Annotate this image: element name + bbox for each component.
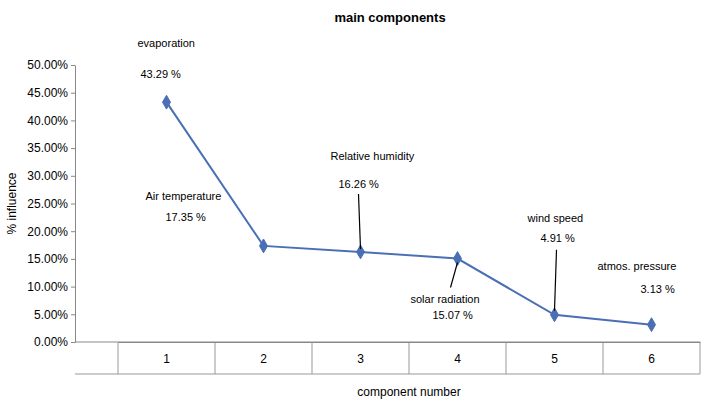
category-separator (506, 342, 507, 374)
y-tick: 0.00% (34, 335, 75, 349)
category-frame (75, 342, 700, 374)
y-tick-label: 45.00% (27, 86, 68, 100)
y-tick: 20.00% (27, 225, 75, 239)
y-axis: 0.00% 5.00% 10.00% 15.00% 20.00% 25.00% 30.00%… (27, 58, 75, 349)
x-tick: 6 (648, 342, 655, 366)
y-tick-mark (71, 93, 75, 94)
plot-area (163, 95, 656, 331)
y-tick: 15.00% (27, 252, 75, 266)
data-label: 15.07 % (433, 309, 474, 321)
data-label: 4.91 % (541, 232, 575, 244)
annotation: solar radiation (411, 293, 480, 305)
x-tick-label: 6 (648, 352, 655, 366)
y-tick: 35.00% (27, 141, 75, 155)
x-tick: 4 (454, 342, 461, 366)
x-tick-label: 5 (551, 352, 558, 366)
line (167, 102, 652, 324)
x-tick-label: 2 (260, 352, 267, 366)
x-tick-label: 3 (357, 352, 364, 366)
x-axis-domain (119, 342, 701, 343)
chart: main components % influence component numb… (0, 0, 709, 402)
data-label: 3.13 % (641, 283, 675, 295)
frame-line (75, 374, 700, 375)
y-tick-mark (71, 314, 75, 315)
x-tick: 2 (260, 342, 267, 366)
y-tick-label: 30.00% (27, 169, 68, 183)
category-separator (700, 342, 701, 374)
y-tick-mark (71, 176, 75, 177)
x-axis-title: component number (357, 385, 460, 399)
marker (163, 95, 171, 109)
annotation: Relative humidity (331, 150, 415, 162)
y-tick: 30.00% (27, 169, 75, 183)
annotation-arrow (359, 194, 361, 249)
y-tick: 5.00% (34, 308, 75, 322)
y-tick-label: 15.00% (27, 252, 68, 266)
category-separator (409, 342, 410, 374)
annotation-arrow (451, 263, 458, 288)
y-tick-label: 5.00% (34, 308, 68, 322)
annotation-arrow (555, 250, 557, 311)
y-tick-label: 0.00% (34, 335, 68, 349)
x-tick: 5 (551, 342, 558, 366)
category-separator (118, 342, 119, 374)
data-label: 43.29 % (141, 68, 182, 80)
y-tick-mark (71, 231, 75, 232)
y-tick-mark (71, 148, 75, 149)
x-tick-label: 4 (454, 352, 461, 366)
x-tick: 1 (163, 342, 170, 366)
annotation: Air temperature (146, 190, 222, 202)
annotation: evaporation (138, 37, 196, 49)
y-tick: 40.00% (27, 114, 75, 128)
y-tick-mark (71, 287, 75, 288)
y-tick-label: 25.00% (27, 197, 68, 211)
title: main components (334, 10, 445, 25)
y-axis-line (75, 66, 76, 343)
y-axis-title: % influence (5, 172, 19, 234)
y-tick: 45.00% (27, 86, 75, 100)
y-tick-label: 50.00% (27, 58, 68, 72)
x-axis-line (75, 342, 700, 343)
y-tick-label: 40.00% (27, 114, 68, 128)
x-tick-label: 1 (163, 352, 170, 366)
category-separator (215, 342, 216, 374)
category-separator (603, 342, 604, 374)
marker (648, 318, 656, 332)
annotation: atmos. pressure (598, 260, 677, 272)
y-tick-mark (71, 342, 75, 343)
y-tick-label: 35.00% (27, 141, 68, 155)
y-tick-mark (71, 65, 75, 66)
data-label: 16.26 % (339, 178, 380, 190)
y-tick-mark (71, 204, 75, 205)
y-tick-mark (71, 259, 75, 260)
annotations: evaporation 43.29 % Air temperature 17.35 %… (138, 37, 677, 320)
data-label: 17.35 % (166, 211, 207, 223)
y-tick-label: 10.00% (27, 280, 68, 294)
y-tick-label: 20.00% (27, 225, 68, 239)
annotation: wind speed (527, 212, 584, 224)
x-tick: 3 (357, 342, 364, 366)
x-axis: 1 2 3 4 5 6 (119, 342, 701, 366)
y-tick: 10.00% (27, 280, 75, 294)
y-tick-mark (71, 120, 75, 121)
y-tick: 50.00% (27, 58, 75, 72)
category-separator (312, 342, 313, 374)
marker (260, 239, 268, 253)
y-tick: 25.00% (27, 197, 75, 211)
